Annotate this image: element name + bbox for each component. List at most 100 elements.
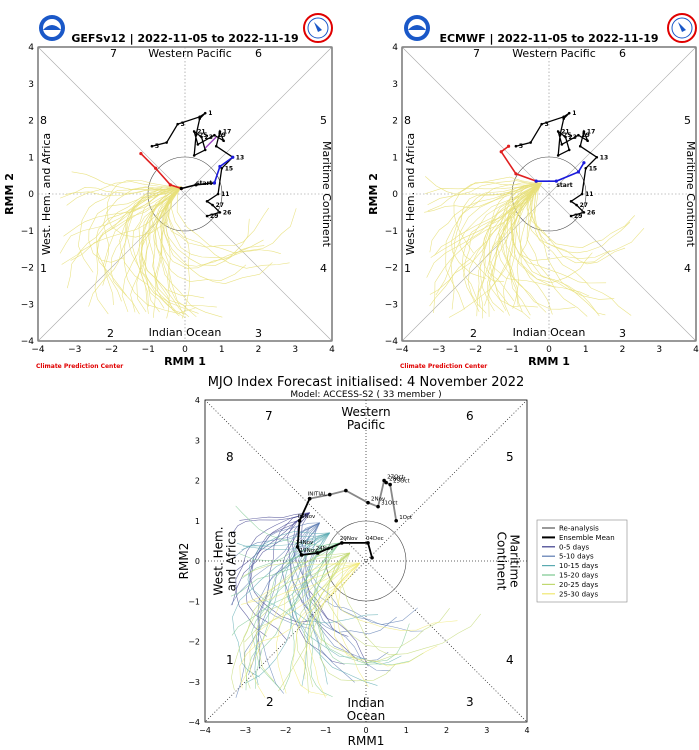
y-tick-label: 4: [392, 43, 398, 53]
ensemble-member-line: [231, 552, 350, 691]
y-axis-label: RMM 2: [367, 173, 380, 215]
forecast-black-line-point: [194, 183, 198, 187]
region-indian-ocean: Indian Ocean: [149, 326, 222, 339]
y-tick-label: −1: [188, 597, 200, 606]
y-tick-label: 3: [28, 80, 34, 90]
forecast-red-line: [140, 153, 182, 190]
x-tick-label: 3: [292, 345, 298, 355]
x-tick-labels: −4 −3 −2 −1 0 1 2 3 4: [395, 345, 699, 355]
ensemble-member-line: [503, 182, 542, 316]
x-tick-label: 4: [693, 345, 699, 355]
y-tick-label: 2: [392, 117, 398, 127]
ensemble-member-line: [249, 562, 361, 698]
ensemble-mean-point: [366, 541, 370, 545]
x-tick-labels: −4 −3 −2 −1 0 1 2 3 4: [31, 345, 335, 355]
observed-point: [198, 115, 201, 119]
ensemble-members: [424, 176, 645, 319]
ensemble-member-line: [67, 186, 182, 289]
ensemble-mean-line: [296, 498, 373, 559]
date-label: 2Nov: [371, 497, 386, 503]
phase-label-8: 8: [404, 114, 411, 127]
observed-point: [194, 133, 198, 137]
forecast-blue-line-point: [576, 170, 581, 174]
phase-label-2: 2: [470, 327, 477, 340]
observed-point: [575, 203, 578, 207]
ensemble-member-line: [497, 182, 542, 307]
observed-point: [211, 203, 214, 207]
observed-point: [205, 214, 209, 218]
unit-circle: [325, 520, 407, 602]
region-west-hem-line1: West. Hem.: [212, 526, 226, 595]
ensemble-member-line: [167, 186, 290, 269]
reanalysis-point: [366, 500, 370, 505]
ensemble-members: [59, 171, 297, 319]
ensemble-mean-point: [315, 551, 320, 555]
y-axis-label: RMM 2: [3, 173, 16, 215]
legend-label: 10-15 days: [559, 562, 598, 570]
ensemble-member-line: [63, 186, 182, 237]
ensemble-member-line: [510, 182, 611, 261]
ensemble-member-line: [534, 182, 626, 265]
ensemble-member-line: [534, 182, 632, 316]
ensemble-member-line: [151, 186, 223, 318]
day-label: 25: [199, 132, 207, 139]
ensemble-member-line: [510, 182, 607, 284]
x-tick-label: 0: [363, 726, 368, 735]
day-label: 11: [585, 191, 593, 198]
ensemble-member-line: [77, 186, 182, 273]
region-western-pacific: Western Pacific: [148, 47, 232, 60]
forecast-blue-line-point: [231, 155, 235, 159]
ensemble-member-line: [476, 182, 542, 317]
region-western-pacific-line1: Western: [341, 405, 390, 419]
observed-point: [213, 133, 216, 137]
y-tick-label: −2: [385, 264, 398, 274]
y-tick-label: 4: [28, 43, 34, 53]
x-tick-label: −4: [395, 345, 409, 355]
observed-point: [216, 192, 220, 196]
region-maritime-continent: Maritime Continent: [684, 141, 697, 248]
observed-point: [176, 122, 179, 126]
phase-label-1: 1: [40, 262, 47, 275]
nws-logo: [303, 13, 333, 43]
nws-logo: [667, 13, 697, 43]
x-tick-label: 1: [583, 345, 589, 355]
ensemble-member-line: [94, 186, 182, 315]
ensemble-member-line: [513, 182, 593, 283]
forecast-blue-line-point: [218, 164, 222, 169]
phase-label-6: 6: [466, 409, 474, 423]
x-tick-label: 2: [256, 345, 262, 355]
ensemble-member-line: [154, 186, 182, 312]
observed-point: [556, 130, 560, 133]
forecast-blue-line-point: [582, 161, 586, 165]
date-label: 24Nov: [316, 546, 334, 552]
diagonal-line: [204, 399, 528, 723]
reanalysis-point: [327, 492, 332, 497]
reanalysis-point: [394, 518, 398, 523]
forecast-red-line-point: [506, 144, 511, 148]
diagonal-line: [204, 399, 528, 723]
observed-point: [562, 115, 565, 119]
x-tick-label: −2: [469, 345, 482, 355]
panel-title: MJO Index Forecast initialised: 4 Novemb…: [208, 375, 525, 390]
phase-label-5: 5: [684, 114, 691, 127]
ensemble-member-line: [292, 512, 349, 637]
ensemble-member-line: [502, 182, 590, 297]
ensemble-member-line: [303, 562, 361, 680]
observed-point: [214, 144, 218, 148]
observed-point: [577, 133, 580, 137]
x-tick-label: 1: [404, 726, 409, 735]
ensemble-member-line: [121, 186, 182, 313]
ensemble-mean-point: [307, 496, 312, 501]
y-tick-label: 1: [392, 153, 398, 163]
ensemble-member-line: [488, 182, 542, 317]
ensemble-member-line: [176, 186, 297, 253]
ensemble-member-line: [60, 186, 182, 199]
ensemble-member-line: [161, 186, 264, 269]
date-label: 29Nov: [340, 536, 358, 542]
ensemble-member-line: [429, 182, 542, 307]
observed-point: [192, 154, 196, 157]
forecast-red-line-point: [168, 183, 172, 187]
observed-point: [165, 141, 168, 144]
x-tick-label: −2: [105, 345, 118, 355]
